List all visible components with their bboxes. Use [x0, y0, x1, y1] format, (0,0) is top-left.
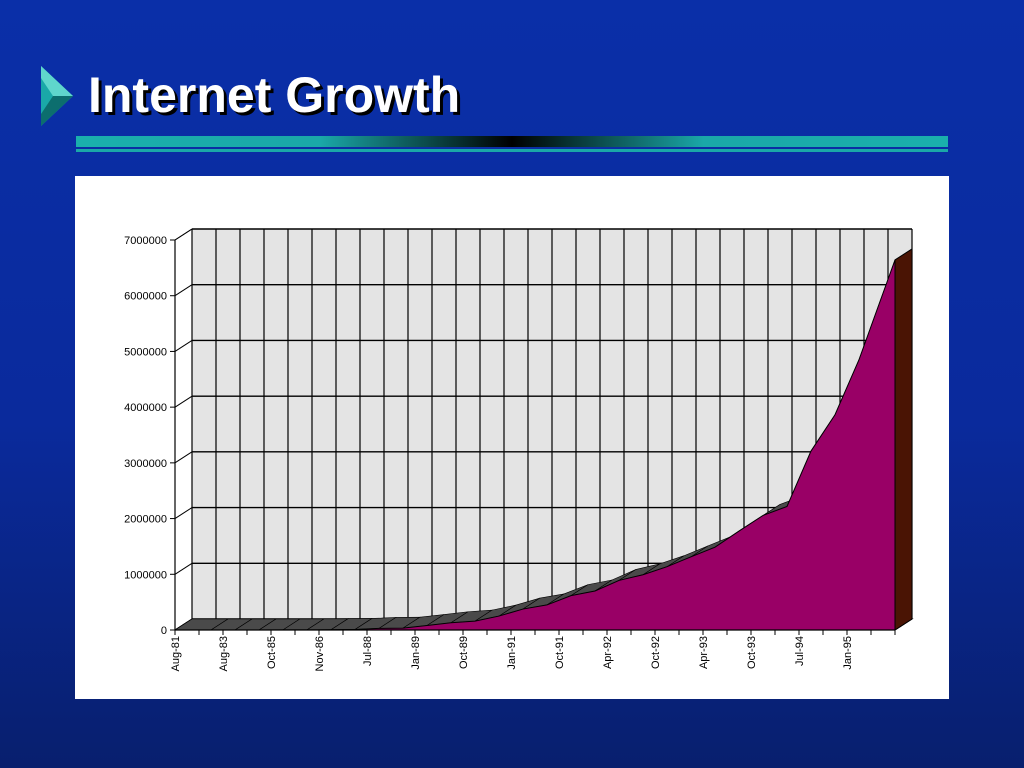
gridline-depth	[174, 340, 193, 352]
y-tick-label: 5000000	[124, 346, 167, 358]
gridline-depth	[174, 562, 193, 575]
x-tick-label: Jul-94	[794, 636, 806, 666]
wall-edge	[174, 228, 193, 241]
chart-axes: 7000000 6000000 5000000 4000000 3000000 20000…	[124, 235, 896, 671]
x-tick-label: Jul-88	[362, 636, 374, 666]
x-tick-label: Oct-93	[746, 636, 758, 669]
x-tick-label: Oct-91	[554, 636, 566, 669]
slide-title: Internet Growth	[88, 67, 461, 123]
x-tick-label: Oct-92	[650, 636, 662, 669]
x-tick-label: Jan-89	[410, 636, 422, 670]
x-tick-label: Jan-95	[842, 636, 854, 670]
gridline-depth	[174, 451, 193, 464]
x-tick-label: Apr-93	[698, 636, 710, 669]
y-tick-label: 1000000	[124, 569, 167, 581]
x-tick-label: Nov-86	[314, 636, 326, 671]
y-tick-label: 4000000	[124, 402, 167, 414]
chart-panel: 7000000 6000000 5000000 4000000 3000000 20000…	[75, 176, 949, 699]
y-tick-label: 7000000	[124, 235, 167, 247]
x-tick-label: Aug-83	[218, 636, 230, 671]
internet-growth-chart: 7000000 6000000 5000000 4000000 3000000 20000…	[124, 228, 914, 671]
y-tick-label: 6000000	[124, 291, 167, 303]
title-divider	[76, 136, 948, 152]
y-tick-label: 2000000	[124, 514, 167, 526]
chart-area-series	[173, 248, 913, 631]
x-tick-label: Oct-85	[266, 636, 278, 669]
y-tick-label: 3000000	[124, 458, 167, 470]
x-tick-label: Aug-81	[170, 636, 182, 671]
y-tick-label: 0	[161, 625, 167, 637]
gridline-depth	[174, 284, 193, 297]
area-side-face	[894, 248, 913, 631]
x-tick-label: Apr-92	[602, 636, 614, 669]
x-tick-label: Jan-91	[506, 636, 518, 670]
x-tick-label: Oct-89	[458, 636, 470, 669]
gridline-depth	[174, 507, 193, 519]
gridline-depth	[174, 395, 193, 408]
triangle-bullet-icon	[41, 66, 73, 126]
